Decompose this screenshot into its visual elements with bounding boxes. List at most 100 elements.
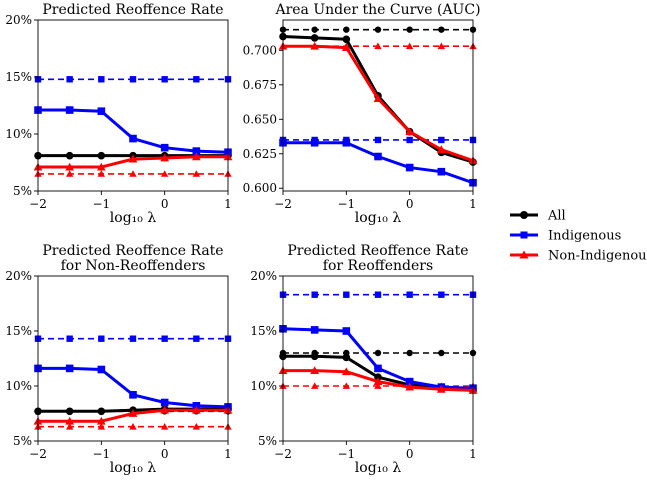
data-point-all	[310, 34, 319, 42]
series-indigenous-dashed	[34, 335, 232, 342]
chart-panels: Predicted Reoffence Rate−2 −1 0 15%10%15%20…	[5, 2, 480, 476]
data-point-indigenous	[405, 377, 414, 386]
chart-title: Predicted Reoffence Rate for Non-Reoffend…	[42, 243, 223, 274]
data-point-non-indigenous	[65, 423, 74, 430]
legend-entry-non-indigenous: Non-Indigenous	[510, 249, 647, 264]
data-point-indigenous	[129, 391, 137, 399]
data-point-all	[438, 349, 445, 357]
x-tick-label: −1	[92, 197, 110, 211]
legend-marker-non-indigenous	[519, 250, 529, 259]
legend-entry-all: All	[510, 209, 566, 224]
data-point-all	[310, 352, 319, 361]
data-point-non-indigenous	[437, 42, 446, 50]
data-point-non-indigenous	[310, 41, 320, 50]
data-point-indigenous	[98, 76, 105, 83]
data-point-indigenous	[129, 335, 137, 342]
axes-frame	[37, 19, 229, 192]
data-point-non-indigenous	[374, 382, 382, 389]
chart-panel-2: Area Under the Curve (AUC) −2 −1 0 1 0.600 0.6…	[243, 2, 481, 226]
x-tick-label: 1	[469, 447, 477, 461]
legend: All Indigenous Non-Indigenous	[510, 209, 647, 264]
data-point-indigenous	[161, 76, 168, 83]
data-point-non-indigenous	[129, 423, 137, 430]
data-point-indigenous	[438, 291, 445, 298]
data-point-indigenous	[310, 326, 319, 334]
data-point-non-indigenous	[405, 127, 415, 136]
data-point-all	[343, 26, 350, 33]
data-point-non-indigenous	[192, 423, 201, 430]
data-point-all	[374, 26, 382, 33]
y-tick-label: 10%	[5, 379, 32, 393]
y-tick-label: 10%	[250, 379, 277, 393]
data-point-non-indigenous	[341, 43, 351, 52]
chart-title: Predicted Reoffence Rate for Reoffenders	[287, 243, 468, 274]
data-point-indigenous	[437, 167, 446, 176]
series-indigenous-dashed	[279, 291, 477, 298]
data-point-indigenous	[160, 143, 169, 152]
y-tick-label: 20%	[5, 13, 32, 27]
y-tick-label: 0.600	[243, 181, 277, 195]
x-tick-label: −2	[29, 197, 47, 211]
plot-area	[278, 26, 478, 187]
data-point-indigenous	[342, 327, 351, 335]
data-point-non-indigenous	[405, 42, 414, 50]
data-point-indigenous	[310, 138, 319, 147]
data-point-all	[311, 26, 318, 33]
series-indigenous-solid	[34, 106, 232, 157]
legend-label-all: All	[547, 209, 566, 224]
data-point-indigenous	[438, 136, 445, 144]
series-line-indigenous	[38, 108, 229, 154]
data-point-indigenous	[405, 163, 414, 172]
series-line-indigenous	[38, 366, 229, 409]
x-axis-label: log₁₀ λ	[110, 210, 157, 226]
chart-title: Area Under the Curve (AUC)	[274, 2, 480, 18]
data-point-non-indigenous	[96, 162, 106, 171]
x-tick-label: 1	[224, 197, 232, 211]
x-tick-label: 0	[406, 447, 414, 461]
y-tick-label: 0.650	[243, 112, 277, 126]
x-tick-label: −2	[274, 447, 292, 461]
plot-area	[278, 291, 478, 394]
y-tick-label: 5%	[258, 434, 277, 448]
data-point-indigenous	[160, 398, 169, 407]
x-axis-label: log₁₀ λ	[355, 210, 402, 226]
data-point-indigenous	[161, 335, 168, 342]
data-point-indigenous	[342, 138, 351, 147]
series-non-indigenous-dashed	[34, 170, 232, 177]
data-point-non-indigenous	[373, 94, 383, 103]
data-point-non-indigenous	[128, 409, 138, 417]
data-point-all	[406, 349, 413, 357]
x-axis-label: log₁₀ λ	[355, 460, 402, 476]
x-tick-label: 0	[161, 197, 169, 211]
y-tick-label: 15%	[5, 70, 32, 84]
data-point-non-indigenous	[342, 382, 351, 389]
x-tick-label: −2	[274, 197, 292, 211]
y-tick-label: 0.700	[243, 43, 277, 57]
data-point-indigenous	[193, 76, 200, 83]
data-point-indigenous	[311, 291, 318, 298]
data-point-non-indigenous	[96, 416, 106, 425]
data-point-indigenous	[97, 107, 106, 115]
data-point-indigenous	[374, 136, 382, 144]
data-point-non-indigenous	[191, 405, 201, 414]
series-indigenous-solid	[34, 364, 232, 411]
data-point-non-indigenous	[310, 382, 319, 389]
data-point-all	[374, 349, 382, 357]
data-point-non-indigenous	[160, 405, 170, 414]
series-non-indigenous-solid	[278, 366, 478, 394]
y-tick-label: 20%	[5, 269, 32, 283]
data-point-all	[65, 151, 74, 160]
legend-marker-indigenous	[520, 231, 528, 239]
x-tick-label: −1	[337, 197, 355, 211]
data-point-all	[97, 151, 106, 160]
data-point-all	[97, 407, 106, 416]
axes-frame	[37, 275, 229, 442]
data-point-non-indigenous	[436, 145, 446, 154]
legend-entry-indigenous: Indigenous	[510, 229, 621, 244]
y-tick-label: 0.625	[243, 147, 277, 161]
data-point-indigenous	[406, 136, 413, 144]
y-tick-label: 0.675	[243, 78, 277, 92]
legend-marker-all	[520, 211, 528, 219]
data-point-non-indigenous	[160, 170, 169, 177]
